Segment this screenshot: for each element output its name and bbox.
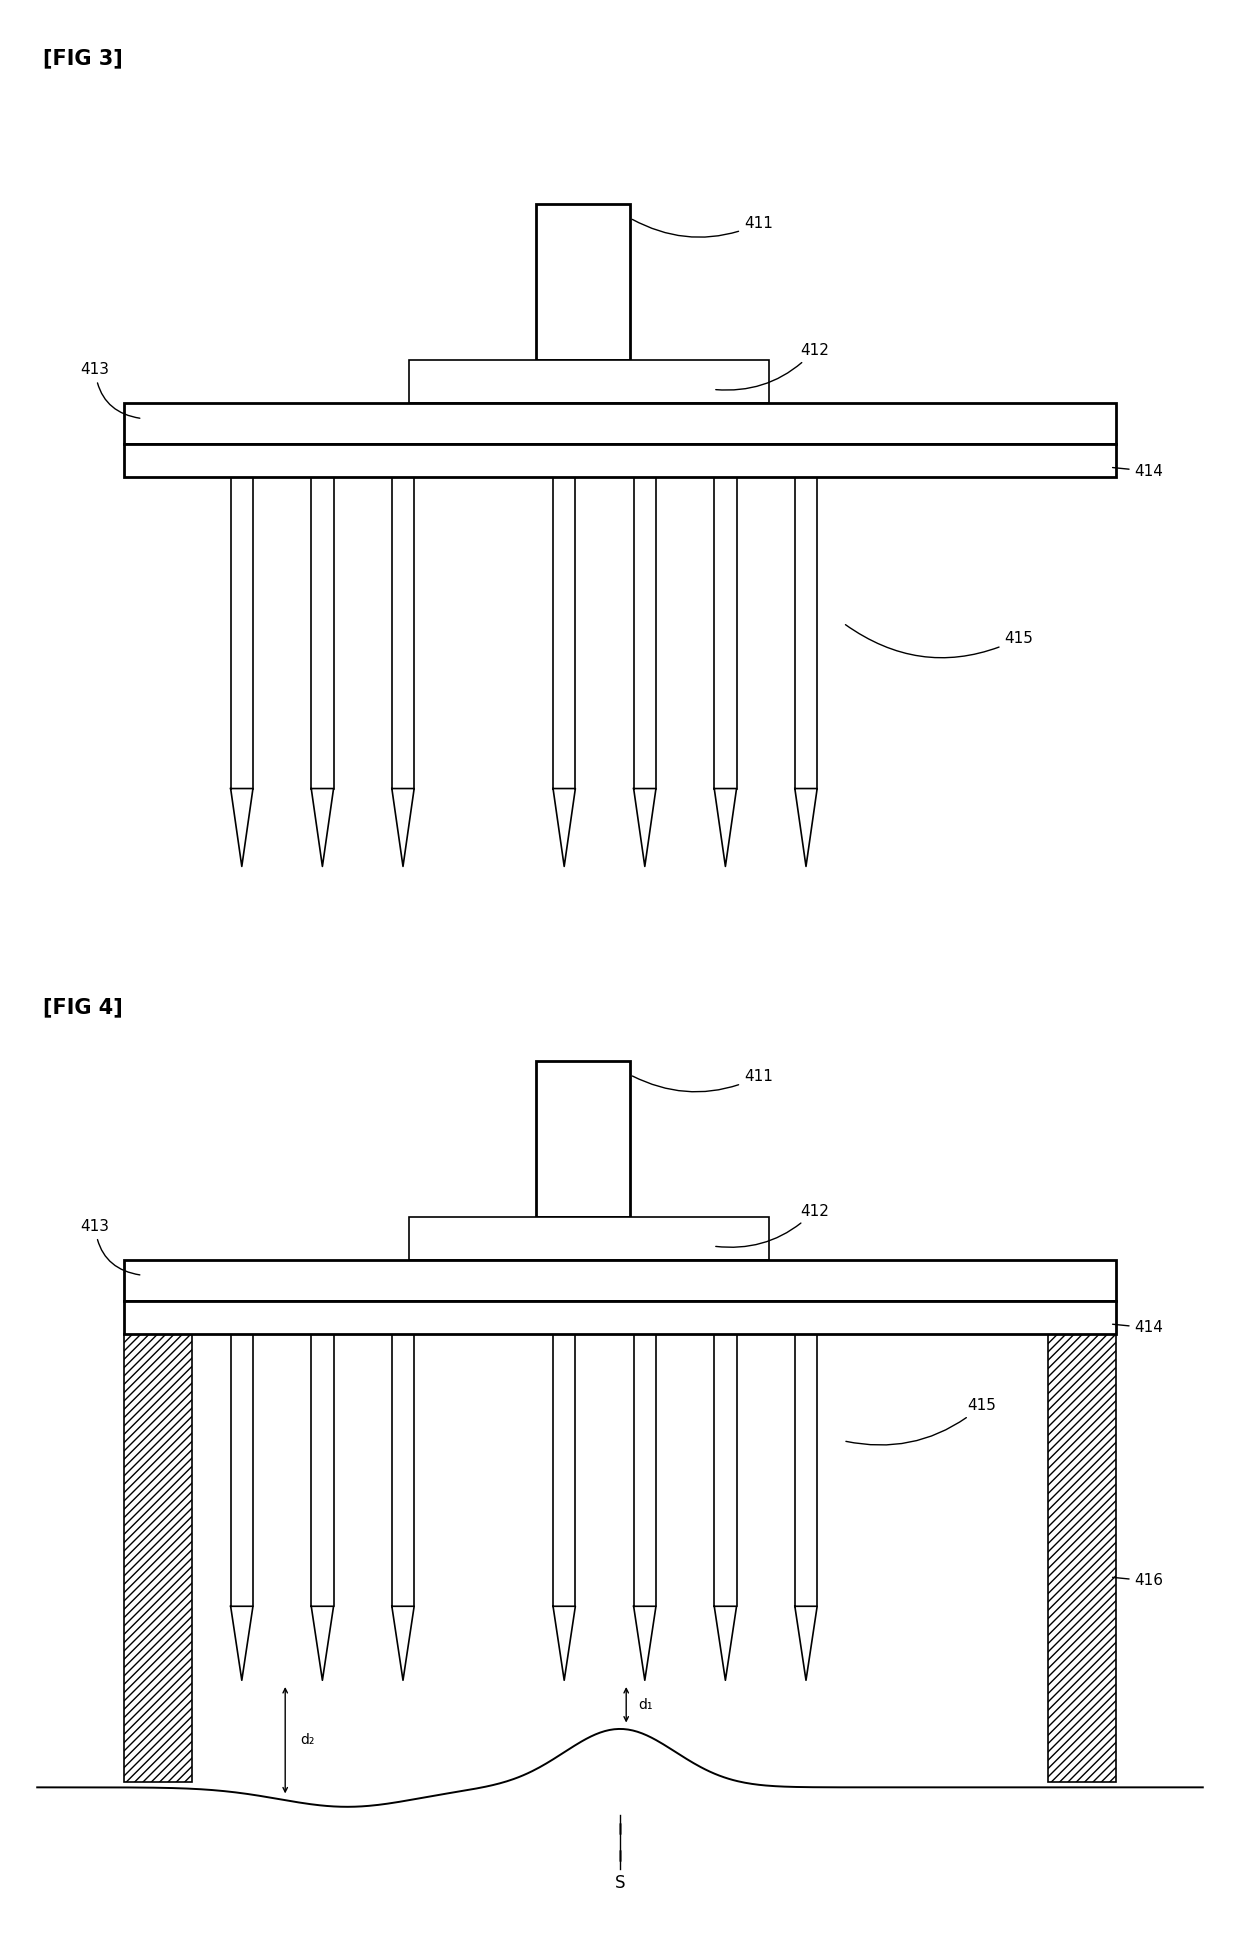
Bar [124, 1334, 192, 1782]
Text: 413: 413 [81, 362, 140, 419]
Text: 412: 412 [715, 343, 828, 389]
Bar [536, 1061, 630, 1217]
Text: 413: 413 [81, 1219, 140, 1275]
Bar [124, 403, 1116, 444]
Text: 411: 411 [632, 216, 773, 238]
Text: [FIG 3]: [FIG 3] [43, 49, 123, 68]
Text: d₂: d₂ [300, 1733, 315, 1746]
Bar [124, 1260, 1116, 1301]
Text: 412: 412 [715, 1203, 828, 1248]
Text: S: S [615, 1875, 625, 1892]
Text: d₁: d₁ [639, 1698, 653, 1711]
Bar [124, 1301, 1116, 1334]
Text: 415: 415 [846, 1398, 996, 1445]
Text: 415: 415 [846, 625, 1033, 658]
Text: 414: 414 [1112, 1320, 1163, 1336]
Bar [536, 204, 630, 360]
Bar [1048, 1334, 1116, 1782]
Bar [124, 444, 1116, 477]
Bar [409, 1217, 769, 1260]
Text: 411: 411 [632, 1069, 773, 1092]
Text: 416: 416 [1112, 1573, 1163, 1589]
Text: 414: 414 [1112, 463, 1163, 479]
Text: [FIG 4]: [FIG 4] [43, 997, 123, 1016]
Bar [409, 360, 769, 403]
